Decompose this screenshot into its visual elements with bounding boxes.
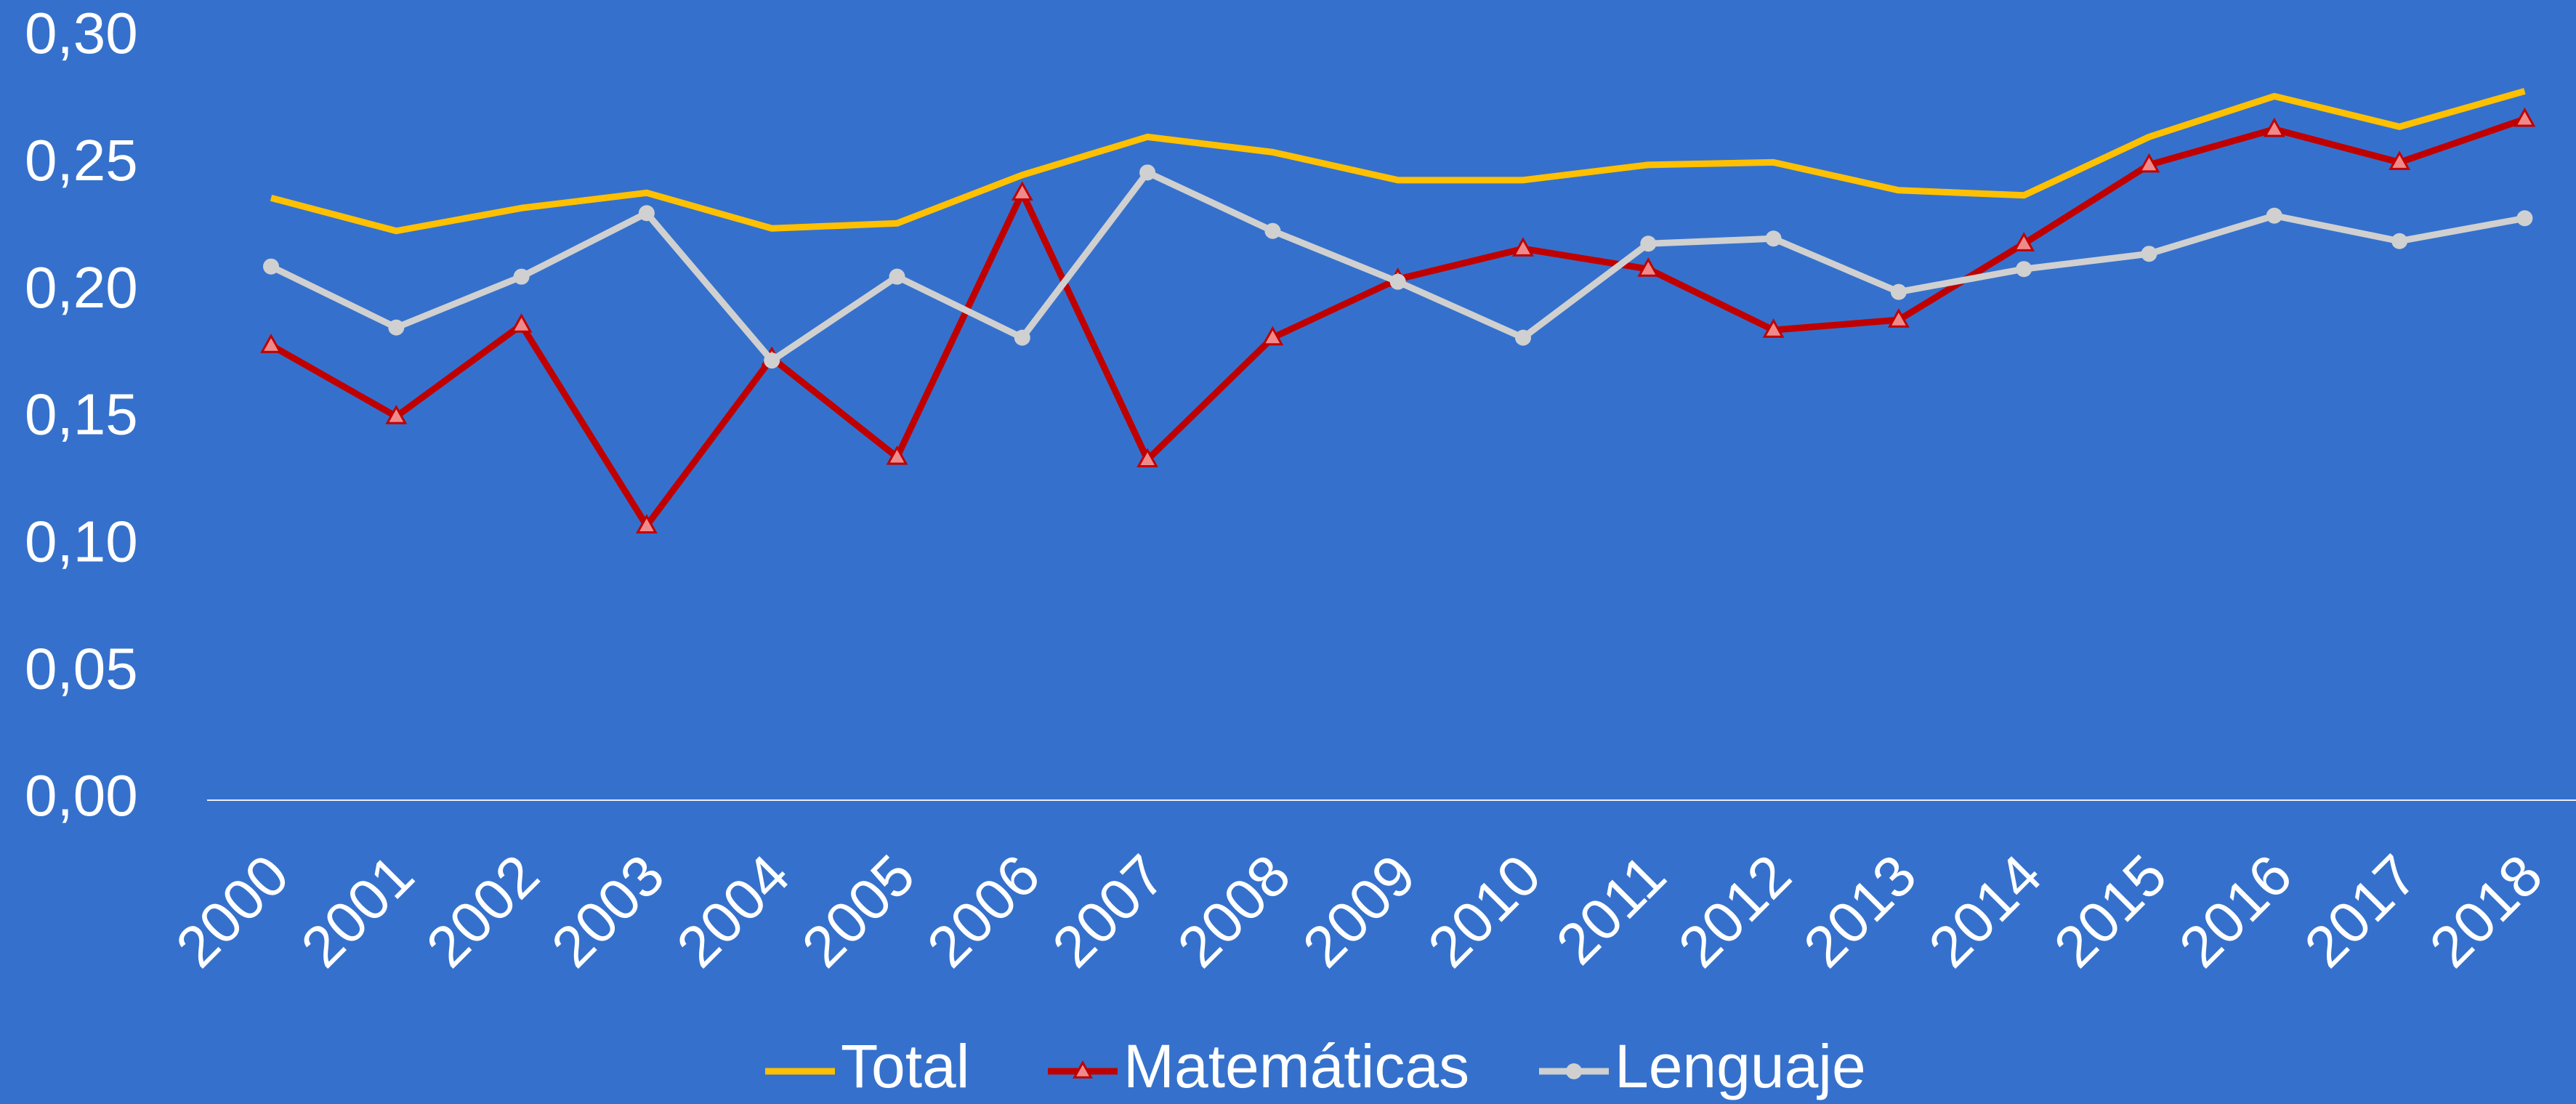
y-tick-label: 0,15 xyxy=(25,382,138,447)
x-tick-label: 2009 xyxy=(1291,842,1428,980)
x-tick-label: 2017 xyxy=(2292,842,2429,980)
legend-label: Matemáticas xyxy=(1123,1032,1469,1100)
x-tick-label: 2006 xyxy=(915,842,1052,980)
marker xyxy=(1014,329,1030,346)
x-tick-label: 2018 xyxy=(2418,842,2555,980)
marker xyxy=(1261,326,1284,346)
marker xyxy=(1887,308,1910,328)
x-tick-label: 2002 xyxy=(414,842,552,980)
marker xyxy=(635,514,658,533)
x-tick-label: 2007 xyxy=(1040,842,1177,980)
x-tick-label: 2014 xyxy=(1916,842,2054,980)
marker xyxy=(1637,257,1660,277)
x-tick-label: 2003 xyxy=(539,842,677,980)
legend-label: Total xyxy=(841,1032,969,1100)
series-line xyxy=(270,169,2526,364)
marker xyxy=(889,268,905,285)
x-tick-label: 2000 xyxy=(163,842,301,980)
marker xyxy=(2013,232,2035,251)
x-tick-label: 2008 xyxy=(1166,842,1303,980)
x-tick-label: 2015 xyxy=(2042,842,2179,980)
x-tick-label: 2001 xyxy=(288,842,426,980)
marker xyxy=(1139,164,1156,181)
marker xyxy=(2391,233,2408,249)
y-tick-label: 0,10 xyxy=(25,509,138,573)
marker xyxy=(1512,237,1534,257)
x-tick-label: 2012 xyxy=(1666,842,1804,980)
marker xyxy=(1136,448,1159,468)
y-tick-label: 0,25 xyxy=(25,128,138,193)
marker xyxy=(263,258,279,275)
marker xyxy=(510,313,533,333)
marker xyxy=(1515,329,1531,346)
y-tick-label: 0,00 xyxy=(25,763,138,828)
marker xyxy=(2141,246,2157,262)
marker xyxy=(2263,117,2285,137)
marker xyxy=(1762,318,1785,338)
y-tick-label: 0,30 xyxy=(25,1,138,65)
y-tick-label: 0,05 xyxy=(25,636,138,701)
x-tick-label: 2004 xyxy=(664,842,802,980)
x-tick-label: 2010 xyxy=(1416,842,1553,980)
marker xyxy=(1011,181,1033,201)
marker xyxy=(638,205,655,222)
x-tick-label: 2011 xyxy=(1544,842,1679,977)
legend-label: Lenguaje xyxy=(1615,1032,1866,1100)
x-tick-label: 2016 xyxy=(2167,842,2304,980)
marker xyxy=(1890,283,1907,300)
marker xyxy=(1073,1060,1093,1079)
marker xyxy=(2138,153,2160,173)
marker xyxy=(388,319,405,336)
marker xyxy=(2514,107,2536,127)
marker xyxy=(764,352,780,369)
series-line xyxy=(270,88,2526,235)
marker xyxy=(260,334,282,353)
marker xyxy=(2266,207,2282,224)
marker xyxy=(2389,150,2411,170)
marker xyxy=(1264,222,1281,239)
marker xyxy=(886,445,908,465)
marker xyxy=(1566,1063,1582,1079)
marker xyxy=(385,404,408,424)
marker xyxy=(1389,273,1406,290)
marker xyxy=(1640,235,1657,252)
x-tick-label: 2013 xyxy=(1791,842,1929,980)
marker xyxy=(513,268,530,285)
marker xyxy=(2016,261,2032,278)
marker xyxy=(1765,230,1782,247)
y-tick-label: 0,20 xyxy=(25,255,138,320)
marker xyxy=(2516,210,2533,227)
x-tick-label: 2005 xyxy=(790,842,927,980)
